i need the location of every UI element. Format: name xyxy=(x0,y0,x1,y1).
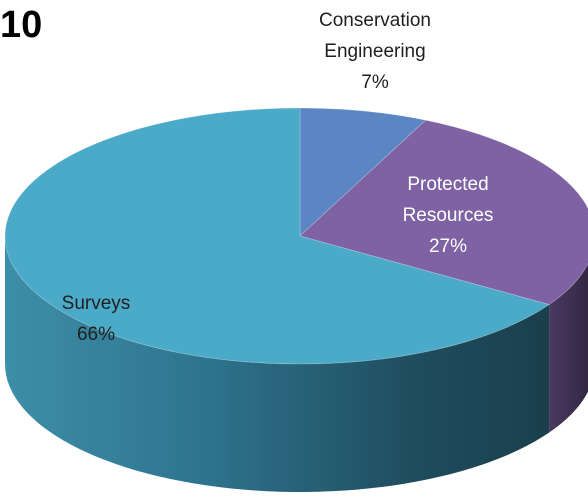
slice-label-line: Protected xyxy=(407,174,488,195)
slice-label-line: Resources xyxy=(403,205,494,226)
slice-label-surveys: Surveys 66% xyxy=(62,293,131,345)
pie-slice-surveys xyxy=(4,107,551,365)
chart-title: 10 xyxy=(0,4,43,46)
slice-label-line: 7% xyxy=(361,72,389,93)
slice-label-line: Engineering xyxy=(324,41,425,62)
slice-label-line: 27% xyxy=(429,236,467,257)
slice-label-line: Surveys xyxy=(62,293,131,314)
pie-side-surveys xyxy=(5,236,550,492)
slice-label-line: 66% xyxy=(77,324,115,345)
pie-slice-protected-resources xyxy=(299,119,588,306)
slice-label-protected-resources: Protected Resources 27% xyxy=(403,174,494,257)
pie-slice-conservation-engineering xyxy=(299,107,427,237)
slice-label-conservation-engineering: Conservation Engineering 7% xyxy=(319,10,431,93)
slice-label-line: Conservation xyxy=(319,10,431,31)
pie-side-protected-resources xyxy=(549,263,588,433)
